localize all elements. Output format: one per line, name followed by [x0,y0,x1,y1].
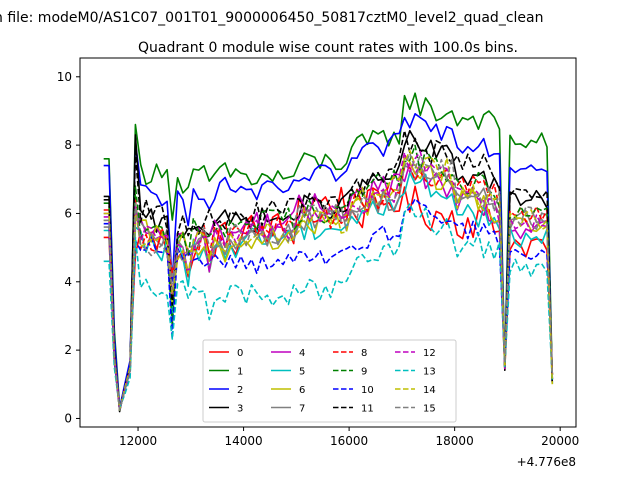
legend-label-11: 11 [361,404,374,415]
legend-label-7: 7 [299,404,305,415]
y-tick-label: 10 [57,70,72,84]
series-line-15 [103,152,554,411]
x-tick-label: 20000 [541,434,579,448]
series-line-7 [103,164,554,411]
x-tick-label: 18000 [436,434,474,448]
series-line-12 [103,150,554,411]
series-line-4 [103,162,554,411]
x-tick-label: 12000 [119,434,157,448]
x-tick-label: 14000 [224,434,262,448]
legend-label-13: 13 [423,367,436,378]
y-tick-label: 6 [64,206,72,220]
legend-label-1: 1 [237,367,243,378]
legend-label-8: 8 [361,348,367,359]
series-line-11 [103,129,554,411]
series-line-14 [103,149,554,411]
y-tick-label: 0 [64,411,72,425]
legend-label-9: 9 [361,367,367,378]
chart-title: Quadrant 0 module wise count rates with … [138,40,518,56]
legend-label-5: 5 [299,367,305,378]
legend-label-4: 4 [299,348,305,359]
legend-label-0: 0 [237,348,243,359]
legend-label-14: 14 [423,385,436,396]
y-tick-label: 2 [64,343,72,357]
figure-suptitle: n file: modeM0/AS1C07_001T01_9000006450_… [0,10,543,26]
plot-frame [79,57,577,428]
x-offset-label: +4.776e8 [517,455,576,469]
series-lines [103,92,554,413]
legend-label-3: 3 [237,404,243,415]
legend-label-6: 6 [299,385,305,396]
legend-box [202,339,457,423]
series-line-1 [103,92,554,408]
series-line-2 [103,113,554,409]
legend-label-15: 15 [423,404,436,415]
y-tick-label: 8 [64,138,72,152]
y-tick-label: 4 [64,275,72,289]
x-tick-label: 16000 [330,434,368,448]
legend-label-12: 12 [423,348,436,359]
legend-label-10: 10 [361,385,374,396]
legend-label-2: 2 [237,385,243,396]
series-line-13 [103,202,554,409]
